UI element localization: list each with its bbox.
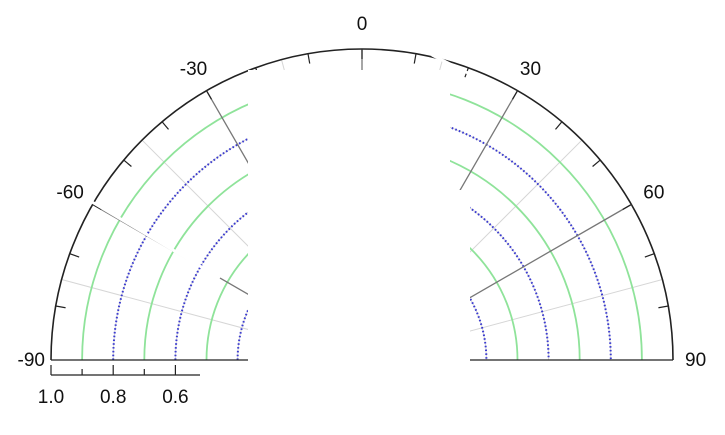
- occluded-lower-region: [200, 362, 490, 435]
- angle-tick-label-30: 30: [520, 59, 541, 80]
- label-layer: -90 -60 -30 0 30 60 90 1.0 0.8 0.6: [18, 14, 707, 408]
- outer-tick: [69, 253, 80, 258]
- angle-tick-label-0: 0: [357, 14, 368, 35]
- angle-tick-label-90: 90: [685, 350, 706, 371]
- outer-tick: [658, 305, 669, 309]
- outer-tick: [55, 305, 66, 309]
- occluder-layer: [91, 53, 513, 435]
- angle-tick-label--30: -30: [180, 59, 207, 80]
- outer-tick: [555, 121, 563, 130]
- outer-tick: [307, 53, 311, 64]
- outer-tick: [622, 203, 632, 211]
- occluded-region: [222, 70, 470, 405]
- angle-tick-label--90: -90: [18, 350, 45, 371]
- radial-tick-label-1.0: 1.0: [38, 387, 64, 408]
- outer-tick: [592, 159, 601, 167]
- angle-tick-label--60: -60: [56, 183, 83, 204]
- angle-tick-label-60: 60: [643, 183, 664, 204]
- outer-tick: [123, 159, 132, 167]
- outer-tick: [644, 253, 655, 258]
- cut-line-left: [91, 200, 221, 280]
- outer-tick: [413, 53, 417, 64]
- radial-tick-label-0.6: 0.6: [162, 387, 188, 408]
- outer-tick: [511, 90, 519, 100]
- cut-line-right: [431, 53, 513, 97]
- outer-tick: [92, 203, 102, 211]
- radial-tick-label-0.8: 0.8: [100, 387, 126, 408]
- outer-tick: [205, 90, 213, 100]
- outer-tick: [161, 121, 169, 130]
